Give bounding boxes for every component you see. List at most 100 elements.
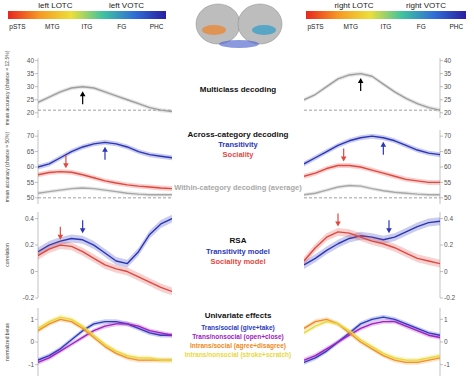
y-tick	[35, 245, 38, 246]
colorbar-label: right VOTC	[406, 1, 446, 10]
region-label: MTG	[45, 23, 59, 30]
y-tick	[440, 319, 443, 320]
y-tick	[35, 73, 38, 74]
plot-area	[38, 85, 172, 114]
y-axis-label: correlation	[4, 243, 10, 267]
y-tick	[440, 342, 443, 343]
chart: 2025303540	[304, 57, 452, 118]
y-tick-label: 50	[27, 194, 35, 201]
y-tick-label: 20	[27, 109, 35, 116]
chart: -101normalized betas	[4, 308, 172, 376]
y-tick	[440, 245, 443, 246]
brain-roi	[202, 25, 226, 35]
y-tick	[35, 86, 38, 87]
arrow-head	[341, 156, 347, 161]
reference-line	[38, 197, 172, 198]
legend-entry: Sociality	[223, 150, 255, 159]
region-label: FG	[417, 23, 426, 30]
series-line	[304, 322, 440, 361]
y-tick	[35, 60, 38, 61]
y-tick-label: 0.4	[25, 215, 34, 222]
y-tick	[440, 60, 443, 61]
series-line	[38, 188, 172, 195]
series-line	[38, 319, 172, 360]
series-line	[304, 136, 440, 164]
y-tick	[35, 182, 38, 183]
y-tick	[440, 73, 443, 74]
arrow-head	[381, 142, 387, 147]
series-line	[304, 232, 440, 264]
brain-right	[238, 4, 282, 44]
y-tick	[35, 298, 38, 299]
legend-entry: Trans/social (give+take)	[201, 324, 275, 332]
arrow	[80, 220, 86, 233]
region-label: MTG	[344, 23, 358, 30]
arrow	[335, 214, 341, 227]
region-label: FG	[117, 23, 126, 30]
chart: -0.200.20.4	[304, 212, 456, 301]
y-tick	[35, 136, 38, 137]
y-tick	[35, 167, 38, 168]
y-tick-label: 30	[27, 83, 35, 90]
panel-title: Across-category decoding	[188, 130, 289, 139]
brain-roi	[252, 25, 276, 35]
y-tick	[440, 364, 443, 365]
y-tick	[35, 342, 38, 343]
figure-root: left LOTCleft VOTCpSTSMTGITGFGPHCright L…	[0, 0, 474, 382]
chart: 5055606570	[304, 130, 452, 204]
error-band	[304, 315, 440, 365]
plot-area	[304, 72, 440, 113]
y-tick-label: 0	[30, 268, 34, 275]
arrow-head	[80, 91, 86, 96]
colorbar	[306, 11, 466, 19]
y-tick	[440, 167, 443, 168]
series-line	[38, 142, 172, 167]
y-tick-label: 70	[27, 132, 35, 139]
y-tick	[440, 86, 443, 87]
arrow-head	[80, 228, 86, 233]
series-line	[38, 317, 172, 360]
error-band	[38, 140, 172, 170]
brain-left	[196, 4, 240, 44]
plot-area	[304, 217, 440, 269]
y-tick-label: 60	[27, 163, 35, 170]
y-tick-label: 60	[444, 163, 452, 170]
arrow-head	[63, 163, 69, 168]
arrow	[358, 78, 364, 91]
error-band	[304, 134, 440, 167]
y-tick	[35, 151, 38, 152]
y-tick-label: 40	[27, 57, 35, 64]
error-band	[304, 228, 440, 268]
series-line	[38, 245, 172, 291]
legend-entry: Sociality model	[210, 257, 265, 266]
y-tick-label: 0	[444, 338, 448, 345]
error-band	[304, 217, 440, 269]
error-band	[304, 184, 440, 197]
arrow-head	[58, 235, 64, 240]
y-tick-label: 65	[444, 148, 452, 155]
arrow	[341, 148, 347, 161]
plot-area	[38, 140, 172, 197]
y-tick-label: 40	[444, 57, 452, 64]
y-tick-label: 55	[444, 179, 452, 186]
y-tick-label: -0.2	[444, 294, 456, 301]
y-tick-label: 35	[444, 70, 452, 77]
error-band	[304, 72, 440, 113]
arrow-head	[335, 222, 341, 227]
plot-area	[38, 215, 172, 296]
legend-entry: Intrans/nonsocial (stroke+scratch)	[185, 351, 291, 359]
y-tick-label: 70	[444, 132, 452, 139]
error-band	[38, 169, 172, 191]
plot-area	[38, 315, 172, 365]
y-axis-label: mean accuracy (chance = 12.5%)	[4, 50, 10, 125]
legend-entry: Transitivity	[218, 140, 258, 149]
arrow-head	[386, 228, 392, 233]
y-tick	[440, 112, 443, 113]
y-tick	[440, 136, 443, 137]
error-band	[38, 319, 172, 362]
y-tick-label: 0.4	[444, 215, 453, 222]
colorbar-label: left LOTC	[38, 1, 72, 10]
y-tick-label: 55	[27, 179, 35, 186]
y-tick-label: 25	[444, 96, 452, 103]
y-tick-label: -1	[28, 361, 34, 368]
